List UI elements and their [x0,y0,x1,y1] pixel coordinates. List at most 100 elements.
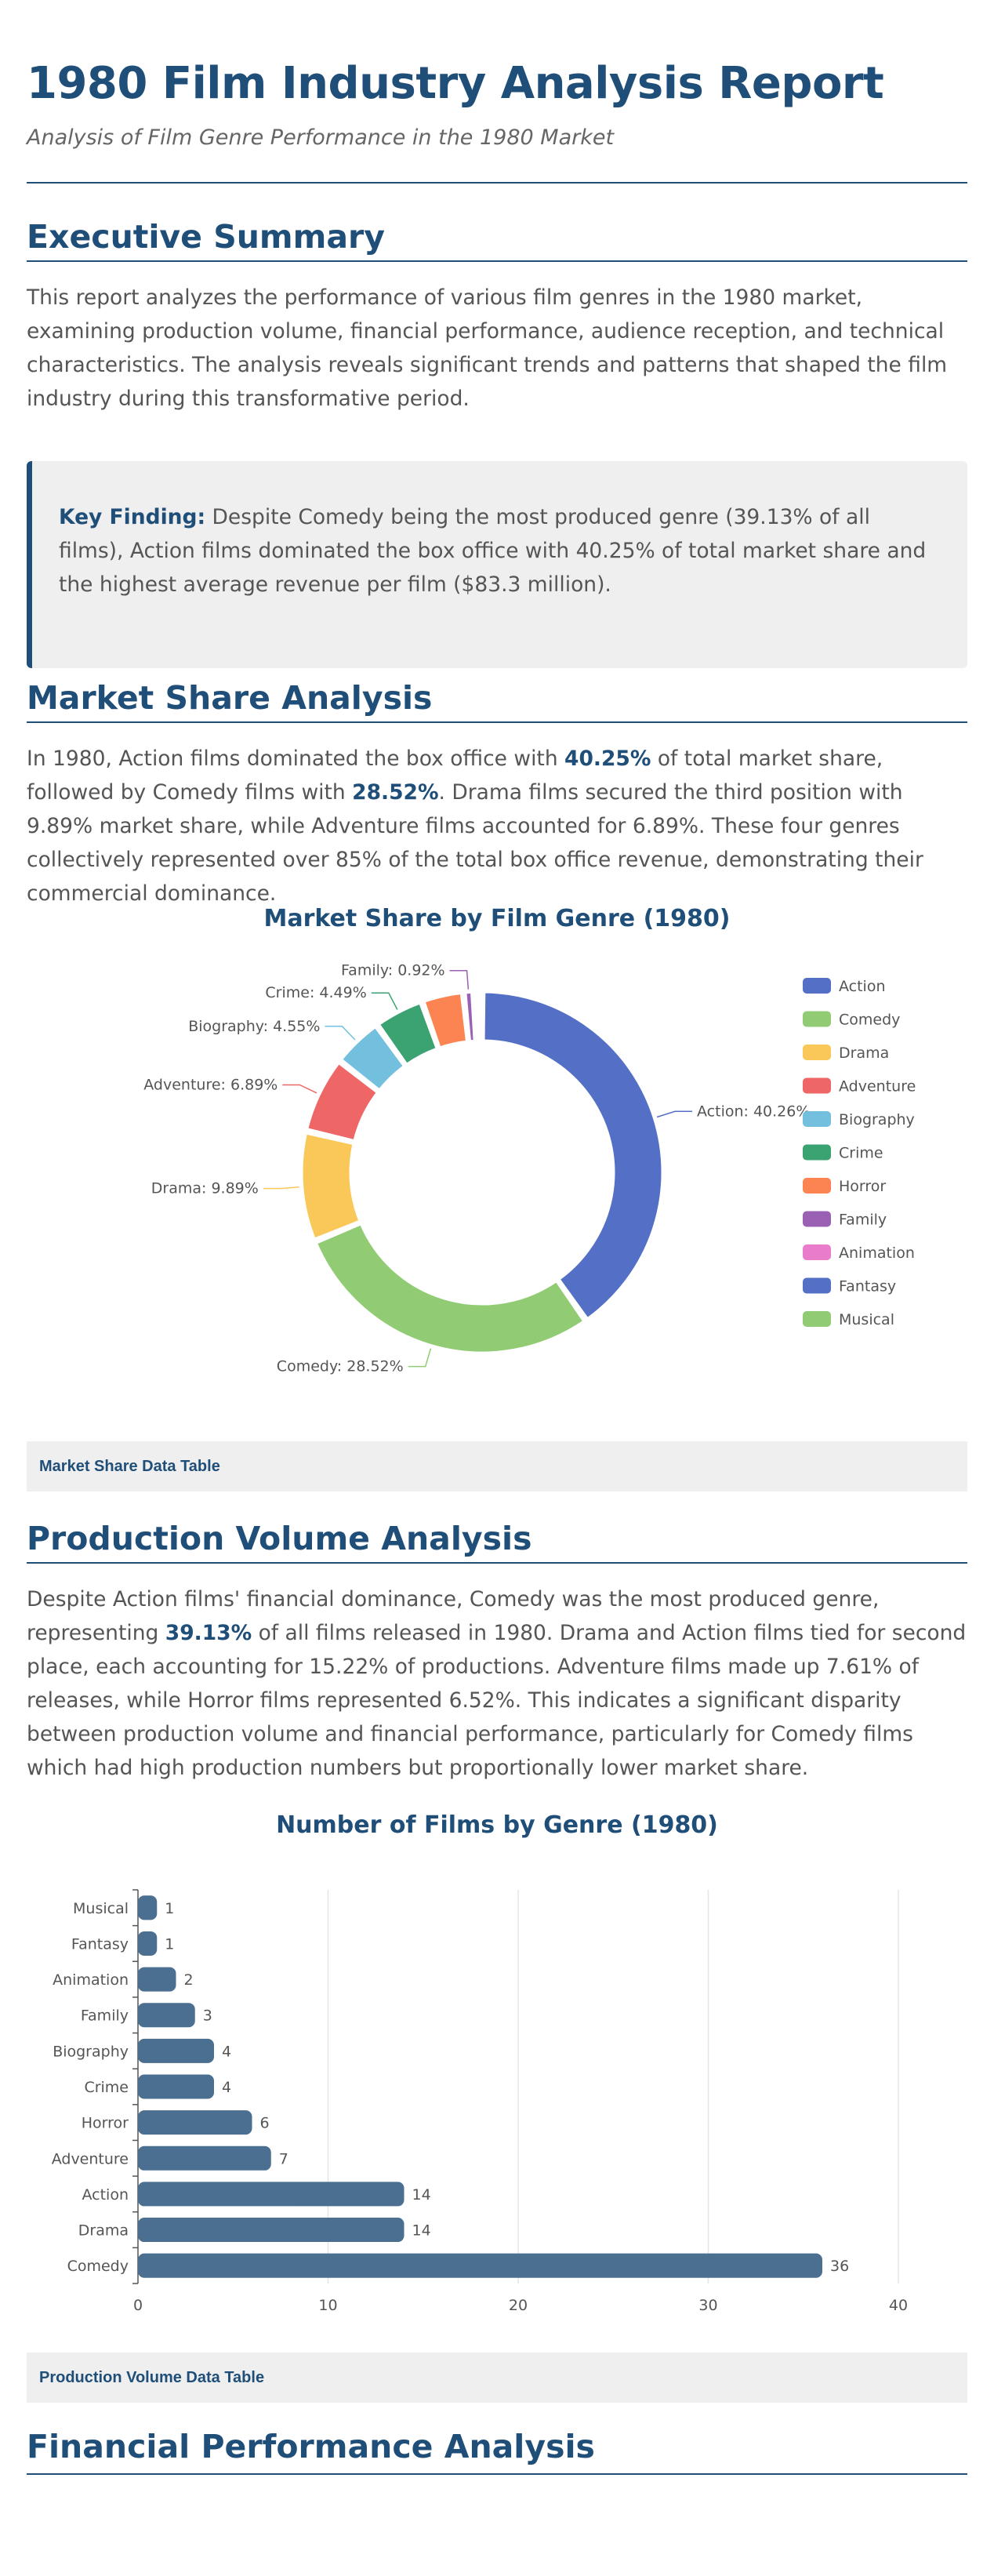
pie-slice-crime[interactable] [377,1001,438,1066]
pie-leader-adventure [282,1084,317,1094]
key-finding-label: Key Finding: [59,505,206,529]
bar-value-label-crime: 4 [222,2079,231,2096]
financial-heading: Financial Performance Analysis [27,2428,595,2465]
page-title: 1980 Film Industry Analysis Report [27,58,884,109]
production-heading: Production Volume Analysis [27,1520,532,1557]
y-tick-label-drama: Drama [78,2222,129,2240]
pie-slice-biography[interactable] [340,1026,406,1092]
y-tick-label-fantasy: Fantasy [71,1935,129,1953]
legend-label-comedy[interactable]: Comedy [839,1012,900,1029]
legend-label-biography[interactable]: Biography [839,1111,915,1128]
bar-crime[interactable] [138,2074,214,2099]
legend-swatch-musical[interactable] [803,1311,831,1327]
y-tick-label-adventure: Adventure [52,2150,129,2167]
bar-chart-title: Number of Films by Genre (1980) [276,1811,718,1839]
legend-label-fantasy[interactable]: Fantasy [839,1278,896,1295]
pie-chart-title: Market Share by Film Genre (1980) [263,905,731,932]
legend-label-musical[interactable]: Musical [839,1311,894,1328]
bar-value-label-horror: 6 [260,2115,270,2132]
pie-leader-crime [371,992,398,1010]
pie-label-crime: Crime: 4.49% [265,984,366,1001]
legend-swatch-biography[interactable] [803,1111,831,1127]
pie-slice-comedy[interactable] [314,1223,586,1354]
pie-slice-action[interactable] [482,990,664,1321]
x-tick-label: 40 [889,2297,908,2314]
y-tick-label-horror: Horror [82,2115,129,2132]
production-table-toggle[interactable]: Production Volume Data Table [27,2353,967,2403]
bar-adventure[interactable] [138,2145,271,2171]
bar-comedy[interactable] [138,2253,822,2278]
pie-label-action: Action: 40.26% [697,1103,810,1120]
market-share-donut-chart: Action: 40.26% Comedy: 28.52% Drama: 9.89%… [143,962,916,1375]
pie-slice-family[interactable] [464,990,476,1043]
legend-swatch-adventure[interactable] [803,1077,831,1094]
legend-label-drama[interactable]: Drama [839,1045,889,1062]
legend-label-horror[interactable]: Horror [839,1178,886,1195]
bar-biography[interactable] [138,2038,214,2063]
x-tick-label: 20 [509,2297,528,2314]
executive-summary-text: This report analyzes the performance of … [27,285,948,411]
header-divider [27,182,967,183]
production-text: Despite Action films' financial dominanc… [27,1587,967,1780]
bar-animation[interactable] [138,1967,176,1992]
production-underline [27,1562,967,1564]
pie-leader-family [449,969,470,990]
legend-label-action[interactable]: Action [839,978,886,995]
legend-swatch-crime[interactable] [803,1144,831,1161]
legend-label-family[interactable]: Family [839,1212,887,1229]
legend-swatch-drama[interactable] [803,1045,831,1060]
pie-slice-animation[interactable] [474,990,480,1042]
bar-action[interactable] [138,2182,404,2207]
y-tick-label-animation: Animation [53,1971,129,1989]
bar-family[interactable] [138,2003,195,2028]
bar-value-label-action: 14 [412,2186,431,2204]
films-by-genre-bar-chart: 0 10 20 30 40 Musical 1 Fantasy 1 Animation 2 Famil… [52,1889,908,2314]
pie-label-adventure: Adventure: 6.89% [143,1076,278,1093]
pie-slice-musical[interactable] [481,990,485,1042]
legend-swatch-animation[interactable] [803,1244,831,1260]
legend-swatch-action[interactable] [803,978,831,994]
legend-swatch-fantasy[interactable] [803,1277,831,1294]
x-tick-label: 10 [318,2297,337,2314]
y-tick-label-biography: Biography [53,2043,129,2060]
bar-fantasy[interactable] [138,1931,158,1956]
legend-swatch-family[interactable] [803,1211,831,1227]
pie-label-family: Family: 0.92% [341,962,445,979]
pie-slice-fantasy[interactable] [480,990,483,1042]
financial-underline [27,2473,967,2475]
pie-leader-biography [325,1026,356,1041]
key-finding-text: Key Finding: Despite Comedy being the mo… [59,505,927,597]
y-tick-label-comedy: Comedy [67,2258,129,2275]
market-share-table-toggle[interactable]: Market Share Data Table [27,1441,967,1491]
pie-slice-drama[interactable] [300,1132,361,1241]
bar-musical[interactable] [138,1895,158,1920]
key-finding-callout: Key Finding: Despite Comedy being the mo… [27,461,967,668]
bar-value-label-musical: 1 [165,1900,174,1917]
x-tick-label: 0 [133,2297,143,2314]
bar-horror[interactable] [138,2110,252,2135]
bar-drama[interactable] [138,2218,404,2243]
legend-swatch-comedy[interactable] [803,1011,831,1027]
y-tick-label-crime: Crime [84,2079,129,2096]
bar-value-label-biography: 4 [222,2043,231,2060]
executive-summary-heading: Executive Summary [27,218,385,256]
bar-value-label-drama: 14 [412,2222,431,2240]
pie-leader-comedy [408,1348,432,1368]
bar-value-label-family: 3 [203,2007,212,2025]
bar-value-label-comedy: 36 [830,2258,849,2275]
y-tick-label-action: Action [82,2186,129,2204]
legend-label-adventure[interactable]: Adventure [839,1078,916,1095]
legend-label-crime[interactable]: Crime [839,1145,883,1162]
y-tick-label-musical: Musical [73,1900,129,1917]
bar-value-label-adventure: 7 [279,2150,288,2167]
bar-value-label-fantasy: 1 [165,1935,174,1953]
pie-slice-adventure[interactable] [306,1062,379,1143]
legend-label-animation[interactable]: Animation [839,1244,915,1262]
x-tick-label: 30 [698,2297,717,2314]
market-share-heading: Market Share Analysis [27,679,433,717]
pie-label-biography: Biography: 4.55% [188,1018,320,1035]
page-subtitle: Analysis of Film Genre Performance in th… [27,125,615,150]
legend-swatch-horror[interactable] [803,1178,831,1194]
market-share-text: In 1980, Action films dominated the box … [27,747,923,906]
pie-slice-horror[interactable] [423,992,468,1049]
